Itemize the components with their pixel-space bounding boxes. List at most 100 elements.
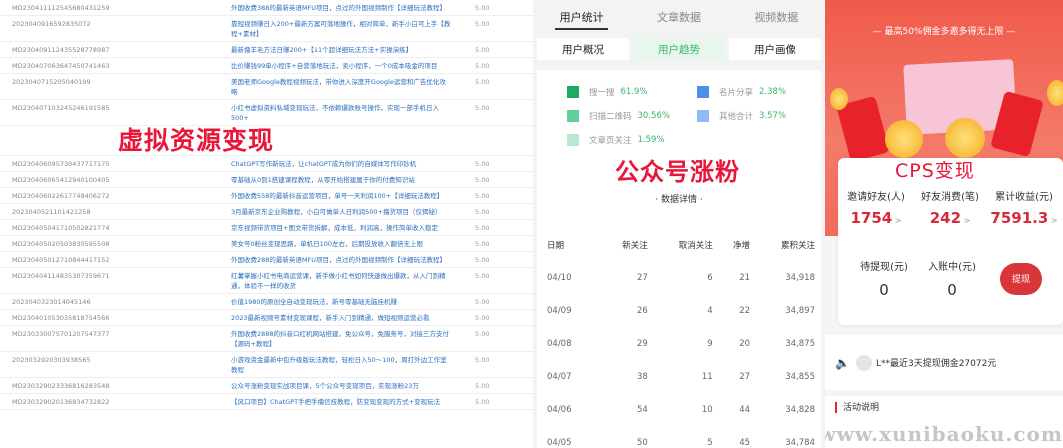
product-title-link[interactable]: 公众号涨粉变现实战项目课，5个公众号变现项目，实现涨粉23万	[231, 382, 419, 390]
price: 5.00	[475, 224, 490, 232]
chevron-right-icon: >	[1048, 216, 1058, 225]
megaphone-icon: 🔈	[835, 355, 850, 370]
table-row: MD230407063647450741463 比价赚钱99单小程序+自营落地玩法…	[0, 58, 533, 74]
product-title-link[interactable]: 美女号0粉丝变现思路，单机日100左右，后期投放收入翻倍无上限	[231, 240, 424, 248]
subtab-user-portrait[interactable]: 用户画像	[729, 38, 821, 60]
table-cell: 04/06	[547, 404, 572, 415]
legend-item: 名片分享 2.38%	[697, 86, 786, 98]
chevron-right-icon: >	[961, 216, 971, 225]
price: 5.00	[475, 208, 490, 216]
table-cell: 50	[636, 437, 648, 448]
coin-icon	[885, 120, 923, 158]
activity-description[interactable]: 活动说明	[825, 396, 1063, 448]
subtab-user-trend[interactable]: 用户趋势	[633, 38, 725, 60]
product-title-link[interactable]: 外国收费388的最新英语MFU项目，点过的外国视频制作【详细玩法教程】	[231, 4, 447, 12]
price: 5.00	[475, 330, 490, 338]
table-cell: 34,897	[785, 305, 815, 316]
legend-value: 3.57%	[759, 111, 787, 121]
price: 5.00	[475, 192, 490, 200]
stat-value: 1754 >	[840, 209, 912, 227]
price: 5.00	[475, 240, 490, 248]
table-row: MD230401053035818754566 2023最新视频号素材变现课程，新…	[0, 310, 533, 326]
table-cell: 34,875	[785, 338, 815, 349]
price: 5.00	[475, 4, 490, 12]
table-cell: 04/09	[547, 305, 572, 316]
stat-number: 7591.3	[990, 209, 1049, 227]
product-title-link[interactable]: 靠短视频赚日入200+最新方案可落地操作，相对简单，新手小白可上手【教程+素材】	[231, 20, 451, 38]
product-title-link[interactable]: ChatGPT写作新玩法，让chatGPT成为你们的自媒体写作印钞机	[231, 160, 417, 168]
banner-subtitle: — 最高50%佣金多邀多得无上限 —	[872, 27, 1016, 37]
stat-label: 好友消费(笔)	[921, 192, 979, 203]
stat-item[interactable]: 好友消费(笔) 242 >	[914, 188, 986, 227]
order-id: MD230405012710844417152	[12, 256, 110, 264]
table-cell: 5	[707, 437, 713, 448]
product-title-link[interactable]: 3月最新京东企业购教程，小白可做单人日利润500+撸货项目（仅揭秘）	[231, 208, 442, 216]
product-title-link[interactable]: 京东视频带货项目+图文带货拆解，成本低，利润高，操作简单收入稳定	[231, 224, 438, 232]
wechat-stats-panel: 用户统计 文章数据 视频数据 用户概况 用户趋势 用户画像 搜一搜 61.9% 名片…	[533, 0, 825, 448]
legend-value: 30.56%	[637, 111, 670, 121]
table-cell: 9	[707, 338, 713, 349]
order-id: MD230406065412940100405	[12, 176, 110, 184]
coin-icon	[830, 88, 848, 110]
stat-item[interactable]: 累计收益(元) 7591.3 >	[988, 188, 1060, 227]
order-id: MD230401053035818754566	[12, 314, 110, 322]
product-title-link[interactable]: 小红书虚拟资料私域变现玩法，不依赖爆款账号操作，实现一部手机日入500+	[231, 104, 439, 122]
table-row: 2023040916592835072 靠短视频赚日入200+最新方案可落地操作，…	[0, 16, 533, 42]
table-row: MD230407103245246191585 小红书虚拟资料私域变现玩法，不依赖…	[0, 100, 533, 126]
product-title-link[interactable]: 美国老师Google教程视频玩法，带你进入深度开Google运营和广告优化攻略	[231, 78, 446, 96]
product-title-link[interactable]: 【风口项目】ChatGPT手把手撸信技教程，防变现变现的方式+变现玩法	[231, 398, 441, 406]
table-cell: 44	[739, 404, 751, 415]
price: 5.00	[475, 272, 490, 280]
legend-swatch	[567, 134, 579, 146]
table-row: MD230411112545680431259 外国收费388的最新英语MFU项目…	[0, 0, 533, 16]
tab-article-data[interactable]: 文章数据	[656, 11, 701, 24]
legend-value: 1.59%	[637, 135, 665, 145]
tab-user-stats[interactable]: 用户统计	[533, 9, 630, 30]
order-id: MD230407063647450741463	[12, 62, 110, 70]
tab-video-data[interactable]: 视频数据	[754, 11, 799, 24]
order-id: 2023040323014045146	[12, 298, 91, 306]
price: 5.00	[475, 356, 490, 364]
order-id: MD230405041710502821774	[12, 224, 110, 232]
product-title-link[interactable]: 小游戏资金最新中包升级版玩法教程，轻松日入50～100，周打外边工作室教程	[231, 356, 447, 374]
stat-number: 1754	[850, 209, 893, 227]
price: 5.00	[475, 314, 490, 322]
product-title-link[interactable]: 比价赚钱99单小程序+自营落地玩法，卖小程序，一个0成本吸金的项目	[231, 62, 438, 70]
stat-item[interactable]: 邀请好友(人) 1754 >	[840, 188, 912, 227]
legend-label: 搜一搜	[589, 88, 615, 98]
cps-panel: — 最高50%佣金多邀多得无上限 — CPS变现 邀请好友(人) 1754 > 好友…	[825, 0, 1063, 448]
withdraw-button[interactable]: 提现	[1000, 263, 1042, 295]
order-id: MD230330075701207547377	[12, 330, 110, 338]
table-cell: 21	[739, 272, 751, 283]
order-id: MD230405020503830595508	[12, 240, 110, 248]
table-cell: 54	[636, 404, 648, 415]
product-title-link[interactable]: 外国收费288的最新英语MFU项目，点过的外国视频制作【详细玩法教程】	[231, 256, 447, 264]
table-cell: 34,855	[785, 371, 815, 382]
legend-label: 文章页关注	[589, 136, 632, 146]
product-title-link[interactable]: 2023最新视频号素材变现课程，新手入门到精通，做短视频运营必看	[231, 314, 430, 322]
product-title-link[interactable]: 价值1980的原创全自动变现玩法，新号零基础无脑挂机赚	[231, 298, 398, 306]
legend-item: 搜一搜 61.9%	[567, 86, 648, 98]
earnings-card: CPS变现 邀请好友(人) 1754 > 好友消费(笔) 242 > 累计收益(元) 75…	[838, 158, 1063, 325]
subtab-user-overview[interactable]: 用户概况	[537, 38, 629, 60]
price: 5.00	[475, 176, 490, 184]
product-title-link[interactable]: 最新撸羊毛方法日赚200+【11个超详细玩法方法+实操演练】	[231, 46, 413, 54]
product-title-link[interactable]: 外国收费558的最新抖音运营项目，单号一天利润100+【详细玩法教程】	[231, 192, 444, 200]
table-cell: 20	[739, 338, 751, 349]
overlay-caption: 公众号涨粉	[615, 158, 740, 186]
notice-bar: 🔈 L**最近3天提现佣金27072元	[825, 335, 1063, 390]
product-title-link[interactable]: 外国收费2888的抖音口红机网站搭建，免公众号，免服务号，对接三方支付【源码+教…	[231, 330, 450, 348]
stat-label: 邀请好友(人)	[847, 192, 905, 203]
price: 5.00	[475, 20, 490, 28]
legend-item: 文章页关注 1.59%	[567, 134, 665, 146]
price: 5.00	[475, 104, 490, 112]
pending-label: 待提现(元)	[860, 262, 908, 273]
order-id: MD230407103245246191585	[12, 104, 110, 112]
product-title-link[interactable]: 红薯掌握小红书电商运营课，新手做小红书如何快速做出爆款，从入门到精通，体验不一样…	[231, 272, 446, 290]
product-title-link[interactable]: 零基础从0到1搭建课程教程，从零开始搭建属于你的付费知识站	[231, 176, 415, 184]
table-cell: 6	[707, 272, 713, 283]
column-header: 净增	[733, 240, 751, 251]
table-row: 2023040323014045146 价值1980的原创全自动变现玩法，新号零基…	[0, 294, 533, 310]
legend-label: 名片分享	[719, 88, 754, 98]
order-id: 2023040916592835072	[12, 20, 91, 28]
